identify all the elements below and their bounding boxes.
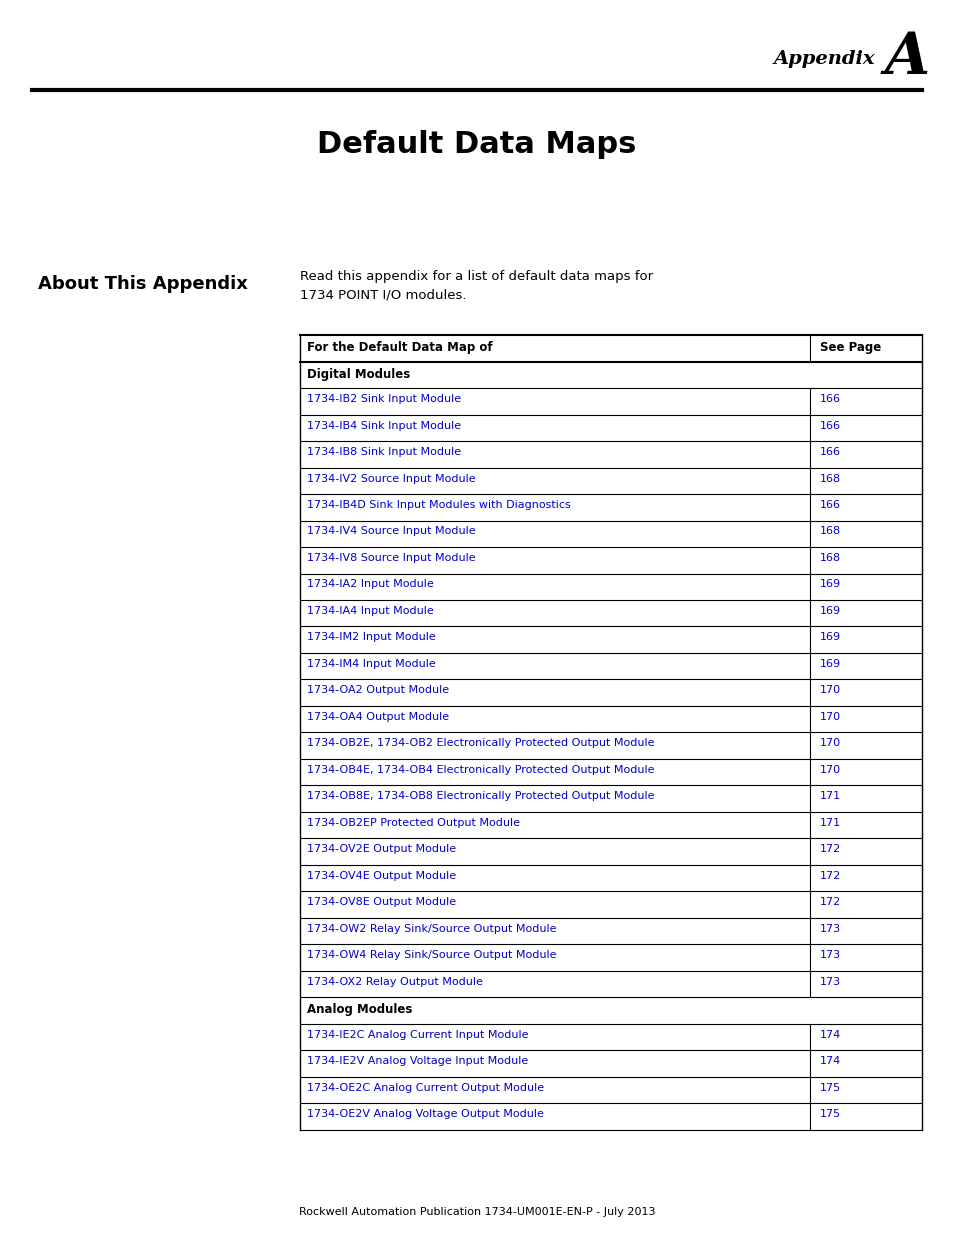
Text: 166: 166 <box>820 420 841 431</box>
Text: 170: 170 <box>820 764 841 776</box>
Text: About This Appendix: About This Appendix <box>38 275 248 293</box>
Text: 170: 170 <box>820 685 841 695</box>
Text: 168: 168 <box>820 526 841 536</box>
Text: 171: 171 <box>820 792 841 802</box>
Text: 169: 169 <box>820 632 841 642</box>
Text: 1734-IV4 Source Input Module: 1734-IV4 Source Input Module <box>307 526 476 536</box>
Text: 1734-OE2C Analog Current Output Module: 1734-OE2C Analog Current Output Module <box>307 1083 543 1093</box>
Text: 168: 168 <box>820 473 841 483</box>
Text: 1734-IB8 Sink Input Module: 1734-IB8 Sink Input Module <box>307 447 460 457</box>
Text: 1734-OB8E, 1734-OB8 Electronically Protected Output Module: 1734-OB8E, 1734-OB8 Electronically Prote… <box>307 792 654 802</box>
Text: 1734-OV2E Output Module: 1734-OV2E Output Module <box>307 845 456 855</box>
Text: 1734-IB4D Sink Input Modules with Diagnostics: 1734-IB4D Sink Input Modules with Diagno… <box>307 500 570 510</box>
Text: 166: 166 <box>820 447 841 457</box>
Text: Read this appendix for a list of default data maps for
1734 POINT I/O modules.: Read this appendix for a list of default… <box>299 270 653 301</box>
Text: 1734-IE2V Analog Voltage Input Module: 1734-IE2V Analog Voltage Input Module <box>307 1056 528 1067</box>
Text: 168: 168 <box>820 553 841 563</box>
Text: 1734-OV4E Output Module: 1734-OV4E Output Module <box>307 871 456 881</box>
Text: 1734-IV8 Source Input Module: 1734-IV8 Source Input Module <box>307 553 476 563</box>
Text: 1734-OB4E, 1734-OB4 Electronically Protected Output Module: 1734-OB4E, 1734-OB4 Electronically Prote… <box>307 764 654 776</box>
Text: 175: 175 <box>820 1109 841 1119</box>
Text: 1734-OW2 Relay Sink/Source Output Module: 1734-OW2 Relay Sink/Source Output Module <box>307 924 556 934</box>
Text: 1734-OA4 Output Module: 1734-OA4 Output Module <box>307 713 449 722</box>
Text: 169: 169 <box>820 659 841 669</box>
Text: 170: 170 <box>820 739 841 748</box>
Text: 1734-IA4 Input Module: 1734-IA4 Input Module <box>307 606 434 616</box>
Text: 1734-IE2C Analog Current Input Module: 1734-IE2C Analog Current Input Module <box>307 1030 528 1040</box>
Text: 1734-OV8E Output Module: 1734-OV8E Output Module <box>307 898 456 908</box>
Text: 172: 172 <box>820 845 841 855</box>
Text: 172: 172 <box>820 871 841 881</box>
Text: 170: 170 <box>820 713 841 722</box>
Text: 169: 169 <box>820 606 841 616</box>
Text: 166: 166 <box>820 500 841 510</box>
Text: Appendix: Appendix <box>773 49 874 68</box>
Text: 172: 172 <box>820 898 841 908</box>
Text: 171: 171 <box>820 818 841 827</box>
Text: 1734-IB4 Sink Input Module: 1734-IB4 Sink Input Module <box>307 420 460 431</box>
Text: 1734-OW4 Relay Sink/Source Output Module: 1734-OW4 Relay Sink/Source Output Module <box>307 951 556 961</box>
Text: For the Default Data Map of: For the Default Data Map of <box>307 341 492 354</box>
Text: 1734-IB2 Sink Input Module: 1734-IB2 Sink Input Module <box>307 394 460 404</box>
Text: 175: 175 <box>820 1083 841 1093</box>
Text: Rockwell Automation Publication 1734-UM001E-EN-P - July 2013: Rockwell Automation Publication 1734-UM0… <box>298 1207 655 1216</box>
Text: 1734-OA2 Output Module: 1734-OA2 Output Module <box>307 685 449 695</box>
Text: 174: 174 <box>820 1056 841 1067</box>
Text: 174: 174 <box>820 1030 841 1040</box>
Text: Digital Modules: Digital Modules <box>307 368 410 380</box>
Text: 166: 166 <box>820 394 841 404</box>
Text: 173: 173 <box>820 951 841 961</box>
Text: 173: 173 <box>820 924 841 934</box>
Text: 1734-OX2 Relay Output Module: 1734-OX2 Relay Output Module <box>307 977 482 987</box>
Text: 169: 169 <box>820 579 841 589</box>
Text: 1734-IM2 Input Module: 1734-IM2 Input Module <box>307 632 436 642</box>
Text: 1734-IM4 Input Module: 1734-IM4 Input Module <box>307 659 436 669</box>
Text: Analog Modules: Analog Modules <box>307 1004 412 1016</box>
Text: Default Data Maps: Default Data Maps <box>317 130 636 159</box>
Text: 1734-IA2 Input Module: 1734-IA2 Input Module <box>307 579 434 589</box>
Text: 1734-OB2E, 1734-OB2 Electronically Protected Output Module: 1734-OB2E, 1734-OB2 Electronically Prote… <box>307 739 654 748</box>
Text: 1734-OE2V Analog Voltage Output Module: 1734-OE2V Analog Voltage Output Module <box>307 1109 543 1119</box>
Text: See Page: See Page <box>820 341 881 354</box>
Text: 1734-OB2EP Protected Output Module: 1734-OB2EP Protected Output Module <box>307 818 519 827</box>
Text: A: A <box>883 30 929 86</box>
Text: 173: 173 <box>820 977 841 987</box>
Text: 1734-IV2 Source Input Module: 1734-IV2 Source Input Module <box>307 473 476 483</box>
